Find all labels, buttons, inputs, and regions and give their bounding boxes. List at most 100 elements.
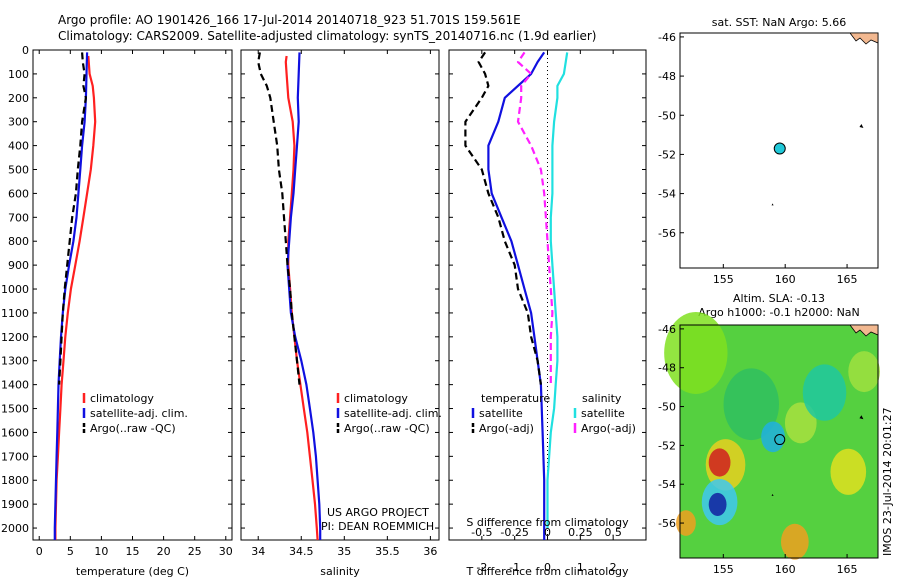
sst-map-ytick-label: -48: [658, 70, 676, 83]
sst-map-island-marks: [771, 124, 864, 206]
temperature-xlabel: temperature (deg C): [76, 565, 189, 578]
difference-xtick2-label: 0.5: [604, 526, 622, 539]
difference-xtick-label: -2: [476, 561, 487, 574]
difference-xtick-label: -1: [509, 561, 520, 574]
difference-xtick-label: 2: [610, 561, 617, 574]
sla-heatmap-cell: [676, 510, 696, 536]
sla-heatmap-cell: [723, 368, 780, 441]
temperature-xtick-label: 25: [188, 545, 202, 558]
temperature-ytick-label: 1500: [1, 403, 29, 416]
sla-map-frame: [679, 324, 879, 559]
temperature-series-line: [54, 55, 97, 540]
sst-map-xtick-label: 155: [713, 273, 734, 286]
sla-map-title-line1: Altim. SLA: -0.13: [733, 292, 825, 305]
sst-map-xtick-label: 160: [775, 273, 796, 286]
temperature-ytick-label: 600: [8, 187, 29, 200]
temperature-ytick-label: 400: [8, 140, 29, 153]
temperature-ytick-label: 1200: [1, 331, 29, 344]
difference-xlabel2: S difference from climatology: [466, 516, 629, 529]
figure-title-line2: Climatology: CARS2009. Satellite-adjuste…: [58, 29, 596, 43]
sla-map-ytick-label: -46: [658, 323, 676, 336]
temperature-legend-label: climatology: [90, 392, 154, 405]
sst-map-xtick-label: 165: [837, 273, 858, 286]
temperature-ytick-label: 200: [8, 92, 29, 105]
sst-map-ytick-label: -56: [658, 227, 676, 240]
temperature-ytick-label: 100: [8, 68, 29, 81]
sla-heatmap-cell: [848, 351, 880, 393]
sla-map-ytick-label: -52: [658, 439, 676, 452]
difference-xtick2-label: -0.5: [471, 526, 492, 539]
difference-xtick2-label: 0.25: [568, 526, 593, 539]
sst-map-coastline: [849, 32, 879, 45]
sla-heatmap-cell: [784, 402, 817, 444]
difference-xtick2-label: 0: [544, 526, 551, 539]
difference-xlabel: T difference from climatology: [466, 565, 629, 578]
temperature-ytick-label: 300: [8, 116, 29, 129]
temperature-ytick-label: 1600: [1, 426, 29, 439]
difference-xtick2-label: -0.25: [500, 526, 528, 539]
temperature-ytick-label: 700: [8, 211, 29, 224]
sst-map-ytick-label: -46: [658, 31, 676, 44]
sla-heatmap-cell: [830, 448, 867, 495]
salinity-legend-label: Argo(..raw -QC): [344, 422, 430, 435]
salinity-legend-label: climatology: [344, 392, 408, 405]
temperature-ytick-label: 900: [8, 259, 29, 272]
imos-timestamp: IMOS 23-Jul-2014 20:01:27: [881, 407, 894, 556]
sla-heatmap-cell: [802, 364, 847, 421]
temperature-xtick-label: 15: [126, 545, 140, 558]
sla-map-ytick-label: -50: [658, 401, 676, 414]
sla-map-ytick-label: -54: [658, 478, 676, 491]
sla-heatmap-cell: [708, 448, 731, 477]
sla-map-xtick-label: 160: [775, 563, 796, 576]
sla-map-ytick-label: -48: [658, 362, 676, 375]
sla-heatmap-cell: [780, 523, 809, 560]
sla-map-xtick-label: 165: [837, 563, 858, 576]
difference-xtick-label: 1: [577, 561, 584, 574]
difference-series-line: [516, 51, 554, 385]
sst-map-ytick-label: -54: [658, 188, 676, 201]
temperature-legend-label: satellite-adj. clim.: [90, 407, 188, 420]
temperature-ytick-label: 1800: [1, 474, 29, 487]
difference-salinity-legend-label: Argo(-adj): [581, 422, 636, 435]
salinity-series-line: [257, 52, 301, 385]
salinity-panel-frame: [240, 49, 440, 541]
temperature-panel-frame: [32, 49, 233, 541]
sst-map-ytick-label: -52: [658, 148, 676, 161]
salinity-xtick-label: 34: [251, 545, 265, 558]
temperature-ytick-label: 1100: [1, 307, 29, 320]
salinity-series-line: [286, 52, 322, 540]
figure-title-line1: Argo profile: AO 1901426_166 17-Jul-2014…: [58, 13, 521, 27]
temperature-xtick-label: 30: [219, 545, 233, 558]
temperature-xtick-label: 20: [157, 545, 171, 558]
temperature-xtick-label: 5: [67, 545, 74, 558]
temperature-ytick-label: 1400: [1, 379, 29, 392]
sst-map-title: sat. SST: NaN Argo: 5.66: [712, 16, 846, 29]
sst-map-frame: [679, 32, 879, 269]
difference-legend-title: salinity: [582, 392, 622, 405]
salinity-xtick-label: 35.5: [375, 545, 400, 558]
pi-annotation-line1: US ARGO PROJECT: [327, 506, 429, 519]
sst-map-ytick-label: -50: [658, 109, 676, 122]
temperature-ytick-label: 500: [8, 164, 29, 177]
salinity-xtick-label: 36: [423, 545, 437, 558]
difference-xtick-label: 0: [544, 561, 551, 574]
sla-heatmap-cell: [708, 492, 727, 516]
sla-map-xtick-label: 155: [713, 563, 734, 576]
salinity-xtick-label: 34.5: [289, 545, 314, 558]
sla-heatmap-cell: [761, 421, 785, 453]
temperature-series-line: [53, 52, 89, 540]
pi-annotation-line2: PI: DEAN ROEMMICH: [321, 520, 434, 533]
salinity-xtick-label: 35: [337, 545, 351, 558]
sla-map-title-line2: Argo h1000: -0.1 h2000: NaN: [698, 306, 860, 319]
temperature-ytick-label: 1300: [1, 355, 29, 368]
temperature-ytick-label: 1700: [1, 450, 29, 463]
temperature-ytick-label: 1900: [1, 498, 29, 511]
temperature-ytick-label: 0: [22, 44, 29, 57]
temperature-xtick-label: 10: [94, 545, 108, 558]
salinity-legend-label: satellite-adj. clim.: [344, 407, 442, 420]
difference-salinity-legend-label: satellite: [581, 407, 625, 420]
sla-map-ytick-label: -56: [658, 517, 676, 530]
difference-temperature-legend-label: satellite: [479, 407, 523, 420]
difference-legend-title: temperature: [481, 392, 550, 405]
